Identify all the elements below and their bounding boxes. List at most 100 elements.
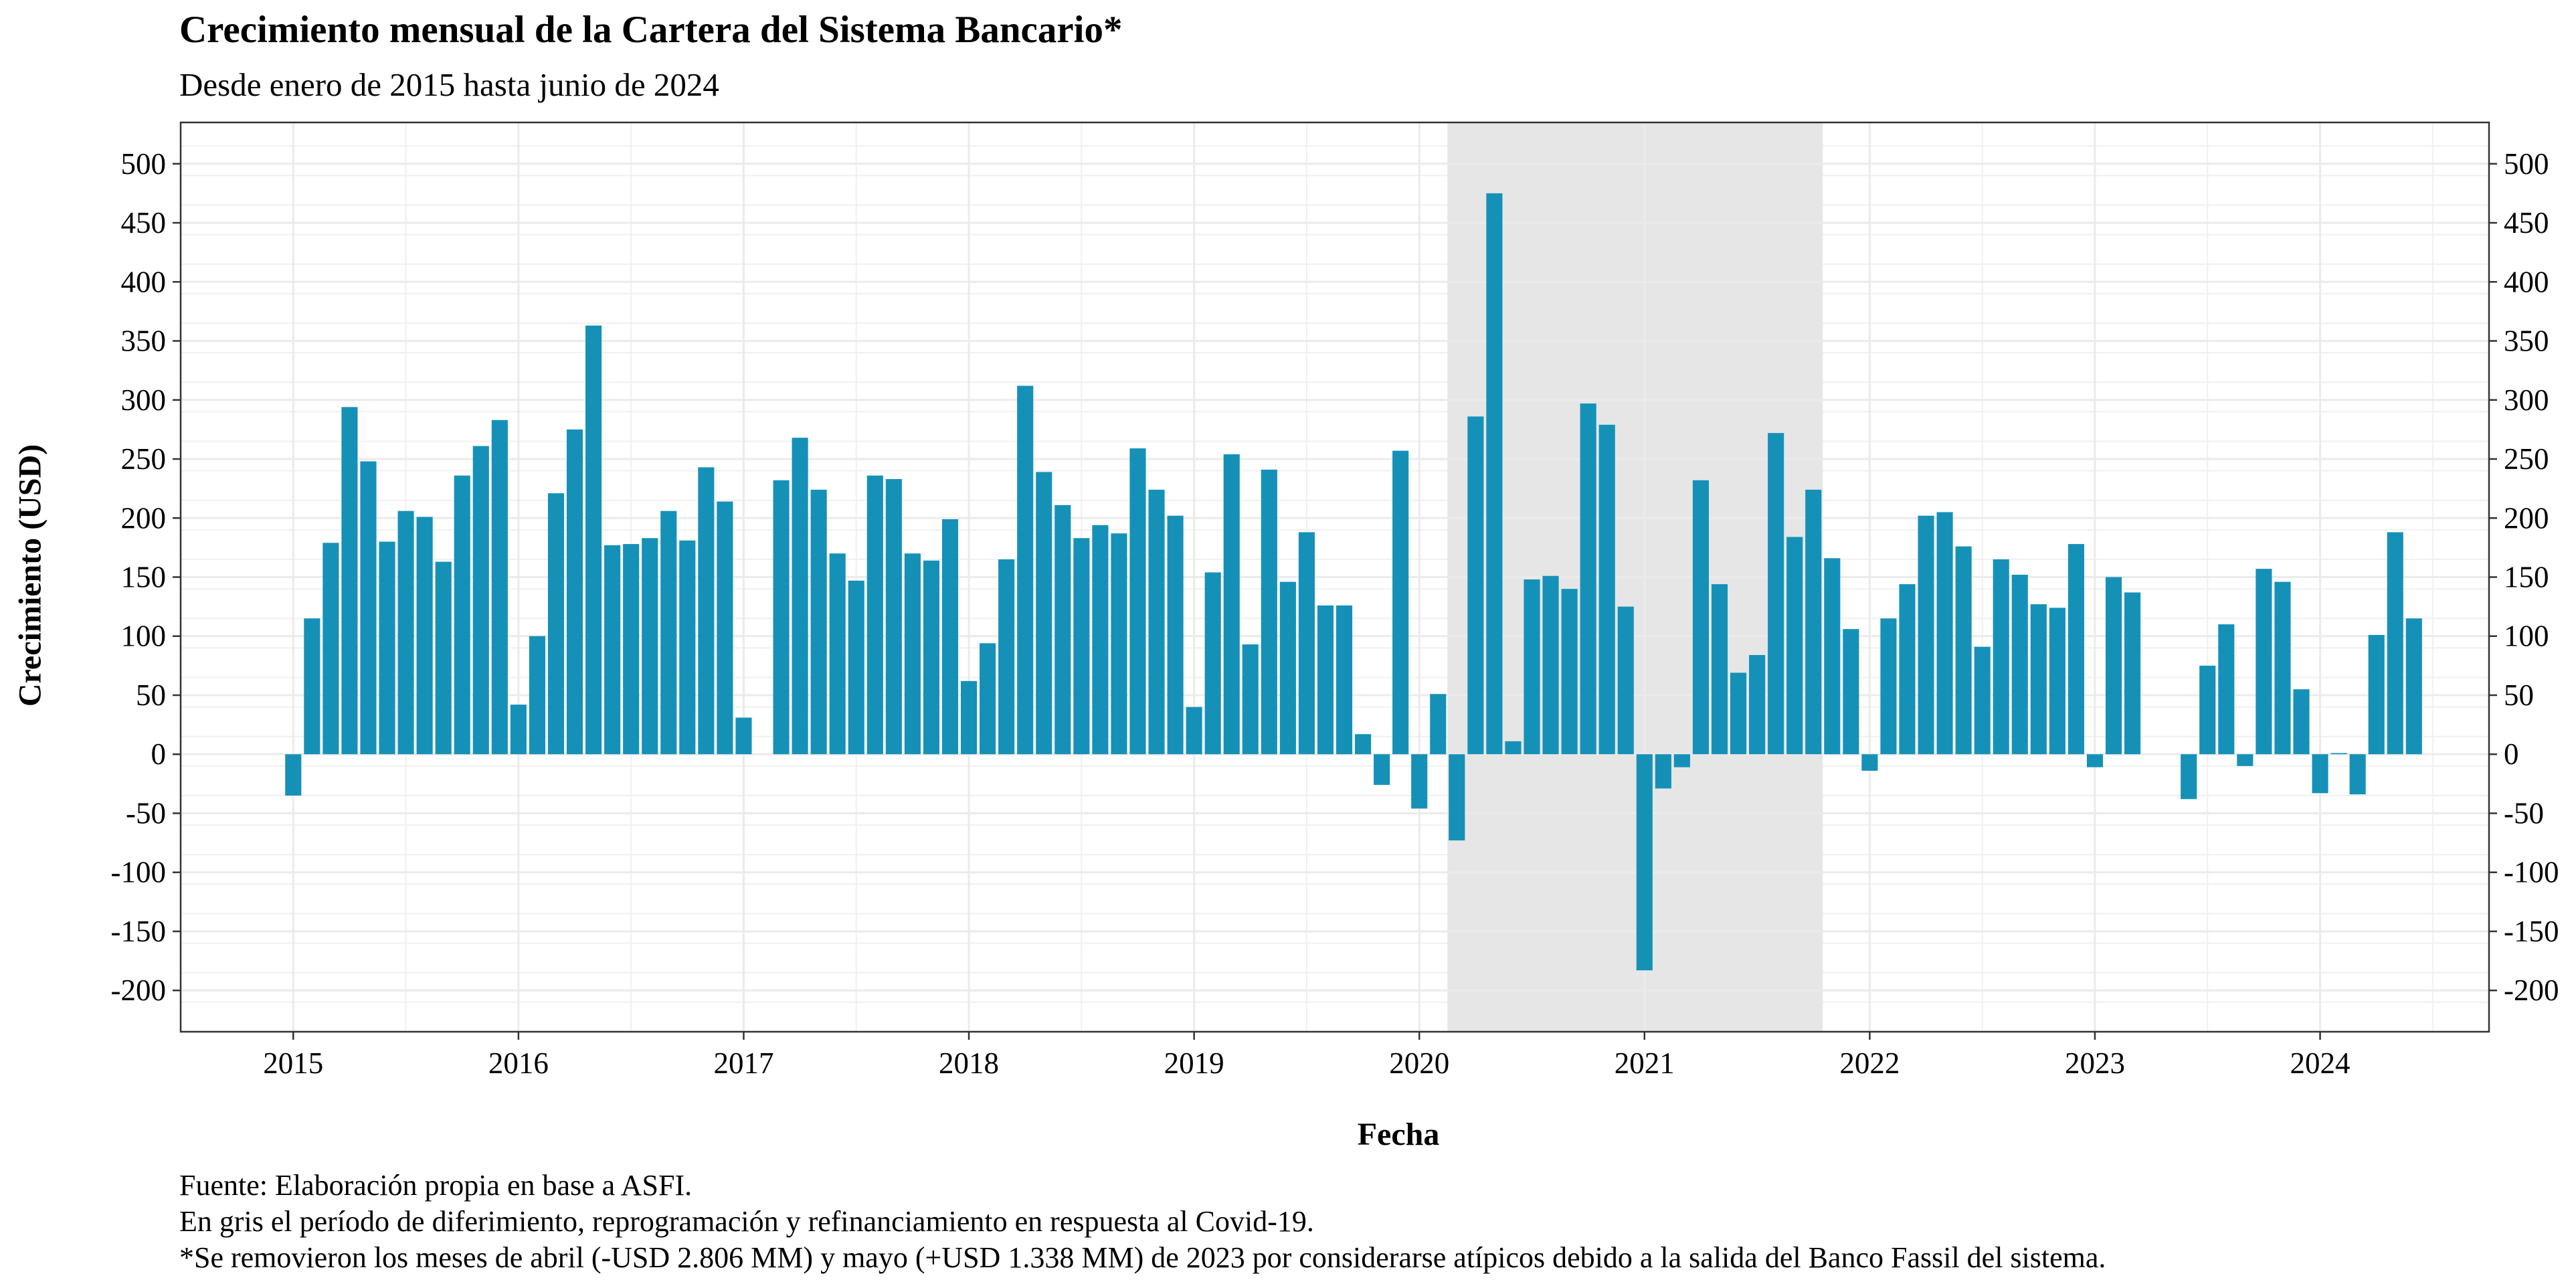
bar [623, 544, 640, 755]
bar [1486, 193, 1503, 755]
y-tick-label: 0 [151, 737, 167, 771]
caption-gray-period: En gris el período de diferimiento, repr… [179, 1205, 1314, 1238]
y-tick-label: 250 [121, 442, 167, 476]
bar [1843, 629, 1859, 755]
bar [1692, 480, 1710, 755]
x-tick-label: 2020 [1389, 1046, 1449, 1080]
bar [1768, 433, 1784, 755]
bar [660, 511, 677, 755]
bar [1242, 644, 1259, 755]
bar [1580, 403, 1596, 755]
y-tick-label-right: -150 [2504, 915, 2559, 948]
caption-footnote: *Se removieron los meses de abril (-USD … [179, 1241, 2106, 1274]
bar [1167, 515, 1184, 755]
y-tick-label-right: 50 [2504, 678, 2534, 712]
bar [980, 643, 996, 755]
bar [2049, 608, 2065, 755]
bar [1617, 606, 1634, 755]
y-tick-label: -200 [111, 974, 167, 1007]
grid-lines [180, 122, 2489, 1032]
chart-title: Crecimiento mensual de la Cartera del Si… [179, 9, 1123, 51]
bar [698, 467, 715, 755]
bar [1880, 618, 1897, 755]
major-grid-lines [181, 122, 2489, 1032]
bar [1598, 424, 1615, 755]
bar [1261, 469, 1277, 755]
bar [1918, 515, 1934, 755]
bar [1955, 546, 1972, 755]
bar [341, 407, 358, 755]
bar [2256, 569, 2272, 755]
bar [679, 540, 696, 755]
x-tick-label: 2015 [263, 1046, 323, 1080]
bar [1054, 504, 1071, 755]
bar [529, 636, 545, 755]
y-tick-label: 50 [136, 678, 166, 712]
y-tick-label: 500 [121, 147, 167, 181]
bar [1036, 472, 1052, 755]
bar [2011, 574, 2028, 755]
bar [1298, 532, 1315, 755]
bar [885, 479, 902, 755]
bar [1374, 754, 1390, 786]
y-tick-label: -50 [126, 796, 166, 830]
bar [2086, 754, 2104, 767]
y-tick-label-right: 0 [2504, 737, 2519, 771]
y-tick-label-right: 400 [2504, 265, 2549, 298]
y-tick-label-right: 150 [2504, 561, 2549, 594]
bar [998, 559, 1015, 755]
bar [1786, 537, 1803, 755]
bar [1317, 605, 1334, 755]
bar [735, 717, 752, 755]
bar [2237, 754, 2253, 766]
y-tick-label-right: 100 [2504, 620, 2549, 653]
x-axis-label: Fecha [1357, 1117, 1440, 1152]
bar [454, 475, 470, 755]
bar [1974, 646, 1991, 755]
bar [2181, 754, 2197, 800]
bar [1111, 533, 1127, 755]
y-tick-label-right: -200 [2504, 974, 2559, 1007]
bar [1073, 538, 1090, 755]
y-tick-label: -100 [111, 856, 167, 889]
bar [1936, 512, 1953, 755]
y-tick-label-right: 450 [2504, 206, 2549, 240]
bar [1993, 559, 2009, 755]
bar [304, 618, 320, 755]
bar [1524, 579, 1540, 755]
x-tick-label: 2021 [1615, 1046, 1675, 1080]
bar [1411, 754, 1428, 809]
bar [960, 680, 978, 755]
chart-subtitle: Desde enero de 2015 hasta junio de 2024 [179, 66, 719, 103]
bar [323, 543, 339, 755]
x-tick-label: 2022 [1839, 1046, 1900, 1080]
y-tick-label-right: -50 [2504, 796, 2544, 830]
bar [1336, 605, 1353, 755]
bar [1186, 707, 1202, 755]
bar [717, 501, 733, 755]
bar [2199, 665, 2216, 755]
y-tick-label: 350 [121, 325, 167, 358]
x-tick-label: 2023 [2065, 1046, 2125, 1080]
x-tick-label: 2016 [488, 1046, 549, 1080]
bar [941, 519, 959, 755]
bar [1449, 754, 1465, 841]
bar [1824, 558, 1841, 755]
bar [1355, 734, 1372, 755]
bar [397, 511, 414, 755]
bar [2105, 577, 2122, 755]
bar [566, 429, 583, 755]
bar [1430, 694, 1447, 755]
bar [547, 493, 565, 755]
bar [360, 461, 377, 755]
bar [1561, 589, 1578, 755]
y-tick-label: 100 [121, 620, 167, 653]
bar [848, 580, 864, 755]
bar [379, 541, 395, 755]
bar [1636, 754, 1653, 971]
bar [1749, 654, 1766, 755]
bar [491, 420, 508, 755]
x-tick-label: 2018 [939, 1046, 999, 1080]
bar [2030, 604, 2047, 755]
